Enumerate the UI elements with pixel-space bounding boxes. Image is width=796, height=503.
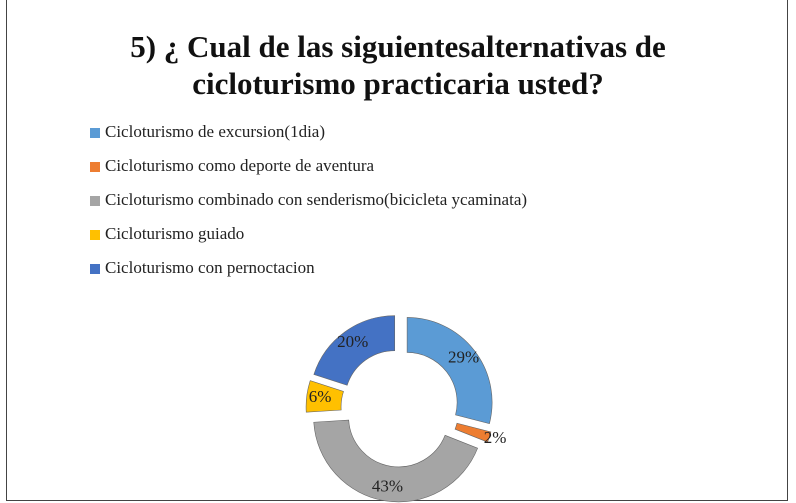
legend-swatch — [90, 162, 100, 172]
data-label: 20% — [337, 332, 368, 351]
donut-segment — [313, 419, 479, 503]
legend-swatch — [90, 128, 100, 138]
data-label: 6% — [309, 387, 332, 406]
data-label: 43% — [372, 476, 403, 495]
legend-label: Cicloturismo como deporte de aventura — [105, 156, 375, 175]
legend-swatch — [90, 264, 100, 274]
legend-swatch — [90, 230, 100, 240]
legend-label: Cicloturismo guiado — [105, 224, 244, 243]
donut-segment — [454, 422, 492, 443]
donut-segment — [406, 317, 493, 424]
legend-label: Cicloturismo con pernoctacion — [105, 258, 315, 277]
legend-swatch — [90, 196, 100, 206]
legend-label: Cicloturismo de excursion(1dia) — [105, 122, 325, 141]
data-label: 29% — [448, 348, 479, 367]
donut-segment — [305, 380, 344, 413]
data-label: 2% — [484, 428, 507, 447]
chart-title: 5) ¿ Cual de las siguientesalternativas … — [130, 29, 666, 101]
legend-label: Cicloturismo combinado con senderismo(bi… — [105, 190, 527, 209]
donut-segment — [313, 315, 396, 386]
